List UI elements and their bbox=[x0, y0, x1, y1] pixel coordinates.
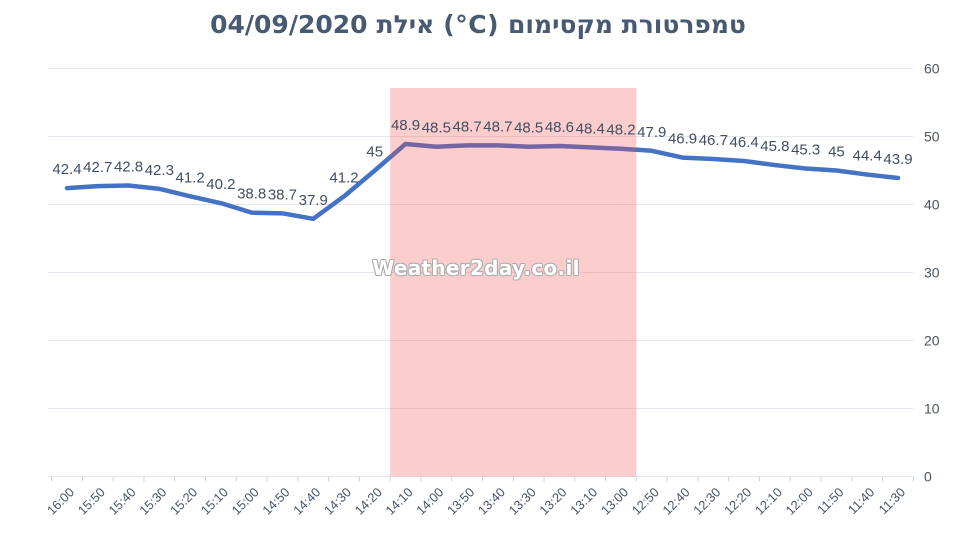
x-axis-label: 15:50 bbox=[75, 485, 108, 518]
chart-title: טמפרטורת מקסימום (°C) אילת 04/09/2020 bbox=[0, 10, 956, 39]
x-axis-label: 15:10 bbox=[198, 485, 231, 518]
title-unit: (°C) bbox=[443, 10, 499, 39]
data-label: 48.7 bbox=[483, 118, 512, 135]
x-axis-label: 12:00 bbox=[783, 485, 816, 518]
data-label: 46.4 bbox=[730, 134, 759, 151]
y-axis-label: 10 bbox=[924, 401, 940, 417]
data-label: 38.7 bbox=[268, 186, 297, 203]
temperature-line bbox=[64, 141, 901, 222]
data-label: 48.7 bbox=[453, 118, 482, 135]
x-axis-label: 14:20 bbox=[352, 485, 385, 518]
data-label: 42.3 bbox=[145, 162, 174, 179]
x-axis-label: 12:50 bbox=[629, 485, 662, 518]
data-label: 48.5 bbox=[422, 120, 451, 137]
data-label: 37.9 bbox=[299, 192, 328, 209]
highlight-band bbox=[390, 88, 637, 477]
x-axis-label: 12:20 bbox=[721, 485, 754, 518]
data-label: 40.2 bbox=[206, 176, 235, 193]
x-axis-label: 13:20 bbox=[536, 485, 569, 518]
data-label: 46.7 bbox=[699, 132, 728, 149]
data-label: 42.4 bbox=[52, 161, 81, 178]
x-axis-label: 13:30 bbox=[506, 485, 539, 518]
data-label: 47.9 bbox=[637, 124, 666, 141]
x-axis-label: 13:00 bbox=[598, 485, 631, 518]
x-axis-label: 11:40 bbox=[845, 485, 878, 518]
x-axis-label: 15:00 bbox=[229, 485, 262, 518]
y-axis-label: 60 bbox=[924, 61, 940, 77]
x-axis-label: 11:30 bbox=[876, 485, 909, 518]
x-axis-label: 16:00 bbox=[44, 485, 77, 518]
x-axis-label: 13:50 bbox=[444, 485, 477, 518]
data-label: 48.9 bbox=[391, 117, 420, 134]
x-axis-label: 14:40 bbox=[290, 485, 323, 518]
y-axis-label: 30 bbox=[924, 265, 940, 281]
x-axis-label: 15:30 bbox=[136, 485, 169, 518]
data-label: 41.2 bbox=[329, 169, 358, 186]
x-axis-label: 14:50 bbox=[259, 485, 292, 518]
title-city: אילת bbox=[376, 10, 435, 39]
data-label: 45 bbox=[828, 144, 845, 161]
x-axis-label: 14:30 bbox=[321, 485, 354, 518]
x-axis-label: 14:10 bbox=[382, 485, 415, 518]
data-label: 45.8 bbox=[760, 138, 789, 155]
x-axis-label: 14:00 bbox=[413, 485, 446, 518]
data-label: 48.2 bbox=[606, 122, 635, 139]
data-label: 46.9 bbox=[668, 131, 697, 148]
data-label: 44.4 bbox=[853, 148, 882, 165]
data-label: 43.9 bbox=[883, 151, 912, 168]
data-label: 48.5 bbox=[514, 120, 543, 137]
title-metric: טמפרטורת מקסימום bbox=[508, 10, 746, 39]
x-axis-label: 13:10 bbox=[567, 485, 600, 518]
data-label: 45 bbox=[366, 144, 383, 161]
x-axis-label: 12:30 bbox=[690, 485, 723, 518]
x-axis-label: 15:40 bbox=[105, 485, 138, 518]
data-label: 45.3 bbox=[791, 141, 820, 158]
y-axis-label: 20 bbox=[924, 333, 940, 349]
data-label: 38.8 bbox=[237, 186, 266, 203]
data-label: 41.2 bbox=[176, 169, 205, 186]
data-label: 42.8 bbox=[114, 158, 143, 175]
data-label: 48.4 bbox=[576, 120, 605, 137]
y-axis-label: 40 bbox=[924, 197, 940, 213]
x-axis-label: 12:40 bbox=[659, 485, 692, 518]
x-axis-label: 13:40 bbox=[475, 485, 508, 518]
x-axis-label: 15:20 bbox=[167, 485, 200, 518]
x-axis-label: 12:10 bbox=[752, 485, 785, 518]
data-label: 42.7 bbox=[83, 159, 112, 176]
x-axis-label: 11:50 bbox=[814, 485, 847, 518]
data-label: 48.6 bbox=[545, 119, 574, 136]
y-axis-label: 0 bbox=[924, 469, 932, 485]
y-axis-label: 50 bbox=[924, 129, 940, 145]
title-date: 04/09/2020 bbox=[210, 10, 368, 39]
